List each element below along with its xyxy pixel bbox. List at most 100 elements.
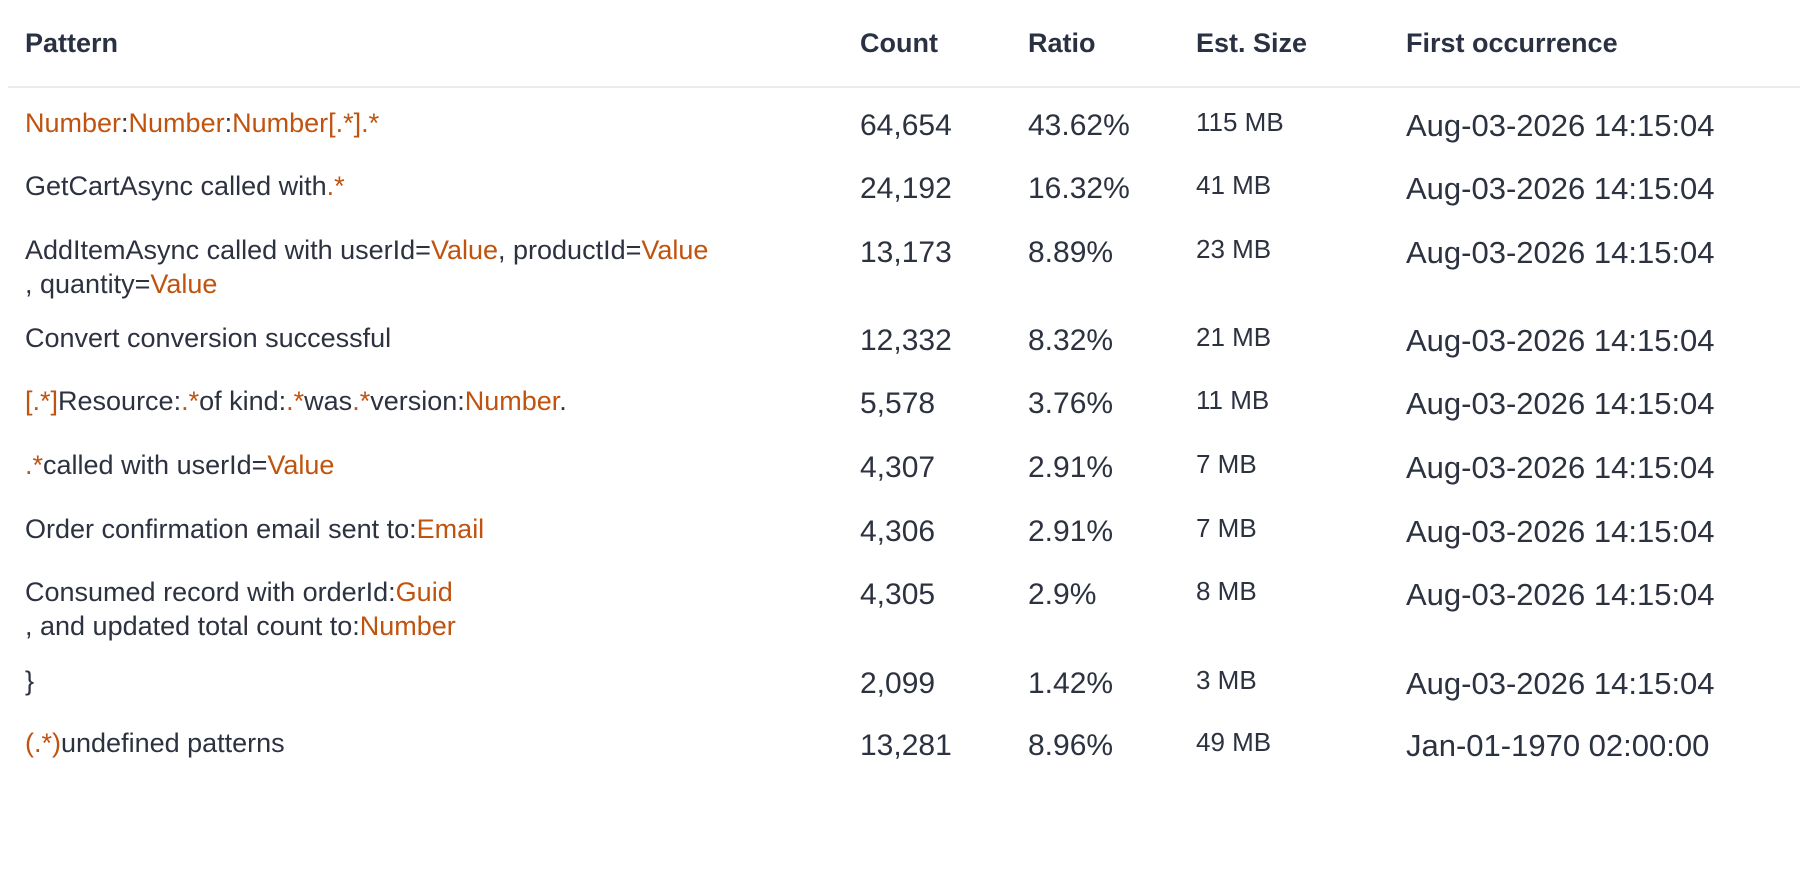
column-header-ratio[interactable]: Ratio xyxy=(1011,0,1179,88)
first-occurrence-cell: Aug-03-2026 14:15:04 xyxy=(1406,171,1715,206)
est-size-cell: 21 MB xyxy=(1196,322,1272,352)
pattern-variable-token: Guid xyxy=(395,577,453,607)
table-row[interactable]: } 2,099 1.42% 3 MB Aug-03-2026 14:15:04 xyxy=(8,646,1800,708)
pattern-variable-token: Number xyxy=(128,108,225,138)
first-occurrence-cell: Aug-03-2026 14:15:04 xyxy=(1406,514,1715,549)
pattern-line: } xyxy=(25,664,813,698)
table-row[interactable]: .*called with userId=Value 4,307 2.91% 7 MB… xyxy=(8,430,1800,494)
pattern-variable-token: .* xyxy=(25,450,44,480)
ratio-cell: 2.9% xyxy=(1028,578,1097,611)
est-size-cell: 41 MB xyxy=(1196,170,1272,200)
pattern-line: AddItemAsync called with userId=Value, p… xyxy=(25,233,813,267)
count-cell: 4,307 xyxy=(860,451,936,484)
first-occurrence-cell: Aug-03-2026 14:15:04 xyxy=(1406,108,1715,143)
ratio-cell: 2.91% xyxy=(1028,451,1114,484)
pattern-text-token: , and updated total count to: xyxy=(25,611,360,641)
pattern-variable-token: Value xyxy=(150,269,218,299)
pattern-variable-token: Number xyxy=(359,611,456,641)
count-cell: 13,281 xyxy=(860,729,952,762)
column-header-count[interactable]: Count xyxy=(843,0,1011,88)
pattern-line: Number:Number:Number[.*].* xyxy=(25,106,813,140)
pattern-text-token: , quantity= xyxy=(25,269,151,299)
table-row[interactable]: GetCartAsync called with.* 24,192 16.32% 41… xyxy=(8,151,1800,215)
pattern-text-token: Order confirmation email sent to: xyxy=(25,514,417,544)
first-occurrence-cell: Aug-03-2026 14:15:04 xyxy=(1406,323,1715,358)
pattern-text-token: GetCartAsync called with xyxy=(25,171,327,201)
column-header-pattern[interactable]: Pattern xyxy=(8,0,843,88)
pattern-text-token: called with userId= xyxy=(43,450,268,480)
pattern-cell: Convert conversion successful xyxy=(8,303,843,366)
ratio-cell: 1.42% xyxy=(1028,667,1114,700)
est-size-cell: 49 MB xyxy=(1196,727,1272,757)
pattern-cell: Number:Number:Number[.*].* xyxy=(8,87,843,151)
table-header: Pattern Count Ratio Est. Size First occu… xyxy=(8,0,1800,88)
est-size-cell: 3 MB xyxy=(1196,665,1257,695)
column-header-est-size[interactable]: Est. Size xyxy=(1179,0,1389,88)
pattern-cell: } xyxy=(8,646,843,708)
pattern-variable-token: (.*) xyxy=(25,728,61,758)
first-occurrence-cell: Aug-03-2026 14:15:04 xyxy=(1406,666,1715,701)
ratio-cell: 3.76% xyxy=(1028,387,1114,420)
pattern-line: Order confirmation email sent to:Email xyxy=(25,512,813,546)
first-occurrence-cell: Jan-01-1970 02:00:00 xyxy=(1406,728,1710,763)
pattern-text-token: version: xyxy=(370,386,465,416)
pattern-text-token: : xyxy=(224,108,233,138)
pattern-variable-token: Number xyxy=(232,108,329,138)
count-cell: 12,332 xyxy=(860,324,952,357)
pattern-text-token: of kind: xyxy=(199,386,287,416)
table-row[interactable]: AddItemAsync called with userId=Value, p… xyxy=(8,215,1800,303)
pattern-variable-token: Value xyxy=(430,235,499,265)
first-occurrence-cell: Aug-03-2026 14:15:04 xyxy=(1406,577,1715,612)
first-occurrence-cell: Aug-03-2026 14:15:04 xyxy=(1406,386,1715,421)
pattern-line: Consumed record with orderId:Guid xyxy=(25,575,813,609)
header-row: Pattern Count Ratio Est. Size First occu… xyxy=(8,0,1800,88)
table-row[interactable]: Convert conversion successful 12,332 8.32%… xyxy=(8,303,1800,366)
ratio-cell: 43.62% xyxy=(1028,109,1130,142)
pattern-line: , and updated total count to:Number xyxy=(25,609,813,643)
count-cell: 4,305 xyxy=(860,578,936,611)
est-size-cell: 7 MB xyxy=(1196,449,1257,479)
pattern-variable-token: [.*] xyxy=(328,108,362,138)
ratio-cell: 8.32% xyxy=(1028,324,1114,357)
pattern-variable-token: .* xyxy=(352,386,371,416)
pattern-line: , quantity=Value xyxy=(25,267,813,301)
count-cell: 5,578 xyxy=(860,387,936,420)
pattern-variable-token: .* xyxy=(286,386,305,416)
pattern-variable-token: .* xyxy=(326,171,345,201)
pattern-text-token: . xyxy=(559,386,567,416)
table-row[interactable]: Consumed record with orderId:Guid, and u… xyxy=(8,557,1800,646)
pattern-cell: GetCartAsync called with.* xyxy=(8,151,843,215)
pattern-cell: (.*)undefined patterns xyxy=(8,708,843,771)
pattern-text-token: Consumed record with orderId: xyxy=(25,577,396,607)
pattern-text-token: , productId= xyxy=(498,235,642,265)
est-size-cell: 11 MB xyxy=(1196,385,1270,415)
pattern-cell: Order confirmation email sent to:Email xyxy=(8,494,843,557)
count-cell: 13,173 xyxy=(860,236,952,269)
table-row[interactable]: (.*)undefined patterns 13,281 8.96% 49 MB Ja… xyxy=(8,708,1800,771)
pattern-text-token: was xyxy=(304,386,353,416)
pattern-variable-token: Email xyxy=(416,514,485,544)
ratio-cell: 2.91% xyxy=(1028,515,1114,548)
pattern-variable-token: Value xyxy=(267,450,335,480)
table-row[interactable]: Number:Number:Number[.*].* 64,654 43.62% 11… xyxy=(8,87,1800,151)
pattern-line: .*called with userId=Value xyxy=(25,448,813,482)
pattern-line: GetCartAsync called with.* xyxy=(25,169,813,203)
ratio-cell: 8.96% xyxy=(1028,729,1114,762)
pattern-line: (.*)undefined patterns xyxy=(25,726,813,760)
pattern-cell: AddItemAsync called with userId=Value, p… xyxy=(8,215,843,303)
pattern-text-token: undefined patterns xyxy=(61,728,285,758)
pattern-text-token: AddItemAsync called with userId= xyxy=(25,235,431,265)
pattern-cell: .*called with userId=Value xyxy=(8,430,843,494)
table-row[interactable]: [.*]Resource:.*of kind:.*was.*version:Nu… xyxy=(8,366,1800,430)
pattern-variable-token: [.*] xyxy=(25,386,59,416)
pattern-variable-token: Number xyxy=(464,386,560,416)
est-size-cell: 7 MB xyxy=(1196,513,1257,543)
pattern-cell: [.*]Resource:.*of kind:.*was.*version:Nu… xyxy=(8,366,843,430)
ratio-cell: 16.32% xyxy=(1028,172,1130,205)
table-body: Number:Number:Number[.*].* 64,654 43.62% 11… xyxy=(8,87,1800,771)
column-header-first-occurrence[interactable]: First occurrence xyxy=(1389,0,1800,88)
pattern-text-token: Convert conversion successful xyxy=(25,323,392,353)
table-row[interactable]: Order confirmation email sent to:Email 4,… xyxy=(8,494,1800,557)
pattern-variable-token: Number xyxy=(25,108,122,138)
first-occurrence-cell: Aug-03-2026 14:15:04 xyxy=(1406,450,1715,485)
